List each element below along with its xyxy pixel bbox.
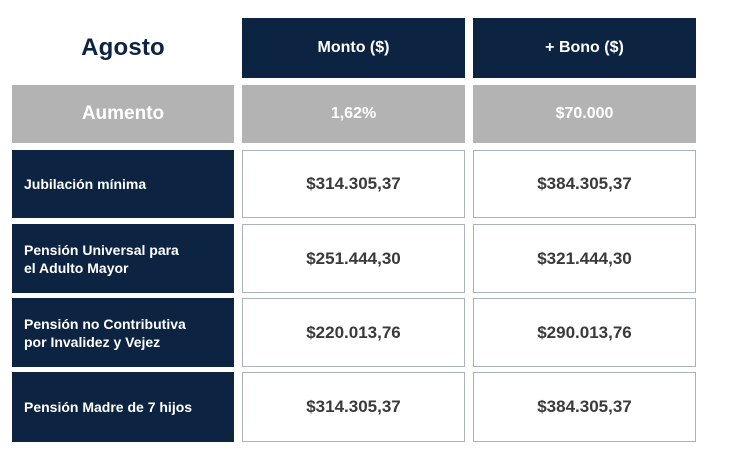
- row-bono-value: $384.305,37: [473, 150, 696, 218]
- row-monto-value: $314.305,37: [242, 150, 465, 218]
- row-bono-value: $384.305,37: [473, 372, 696, 442]
- row-label-line: Pensión Universal para: [24, 241, 179, 258]
- row-bono-value: $290.013,76: [473, 298, 696, 367]
- row-label-pension-universal: Pensión Universal para el Adulto Mayor: [12, 224, 234, 293]
- aumento-bono: $70.000: [473, 85, 696, 143]
- row-bono-value: $321.444,30: [473, 224, 696, 293]
- row-label-line: Pensión no Contributiva: [24, 315, 186, 332]
- row-label-line: Jubilación mínima: [24, 176, 147, 192]
- row-label-line: por Invalidez y Vejez: [24, 333, 161, 350]
- row-label-pension-no-contributiva: Pensión no Contributiva por Invalidez y …: [12, 298, 234, 367]
- row-label-line: el Adulto Mayor: [24, 259, 129, 276]
- table-title: Agosto: [81, 34, 165, 61]
- row-monto-value: $314.305,37: [242, 372, 465, 442]
- row-monto-value: $220.013,76: [242, 298, 465, 367]
- aumento-percent: 1,62%: [242, 85, 465, 143]
- row-label-pension-madre: Pensión Madre de 7 hijos: [12, 372, 234, 442]
- column-header-monto: Monto ($): [242, 18, 465, 78]
- aumento-label: Aumento: [12, 85, 234, 143]
- column-header-bono: + Bono ($): [473, 18, 696, 78]
- row-monto-value: $251.444,30: [242, 224, 465, 293]
- row-label-jubilacion-minima: Jubilación mínima: [12, 150, 234, 218]
- row-label-line: Pensión Madre de 7 hijos: [24, 399, 193, 415]
